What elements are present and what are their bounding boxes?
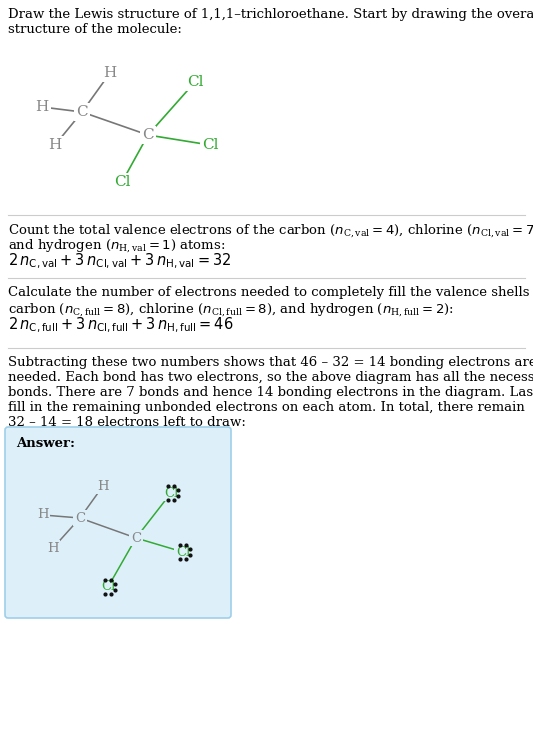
Text: C: C: [76, 105, 88, 119]
Text: Count the total valence electrons of the carbon ($n_{\mathregular{C,val}}=4$), c: Count the total valence electrons of the…: [8, 222, 533, 239]
Text: Cl: Cl: [187, 75, 203, 89]
Text: 32 – 14 = 18 electrons left to draw:: 32 – 14 = 18 electrons left to draw:: [8, 416, 246, 429]
Text: H: H: [47, 542, 59, 554]
Text: Cl: Cl: [114, 175, 130, 189]
Text: fill in the remaining unbonded electrons on each atom. In total, there remain: fill in the remaining unbonded electrons…: [8, 401, 525, 414]
Text: Cl: Cl: [176, 545, 190, 559]
Text: H: H: [97, 479, 109, 492]
Text: C: C: [75, 512, 85, 524]
Text: Answer:: Answer:: [16, 437, 75, 450]
Text: and hydrogen ($n_{\mathregular{H,val}}=1$) atoms:: and hydrogen ($n_{\mathregular{H,val}}=1…: [8, 237, 225, 254]
Text: carbon ($n_{\mathregular{C,full}}=8$), chlorine ($n_{\mathregular{Cl,full}}=8$),: carbon ($n_{\mathregular{C,full}}=8$), c…: [8, 301, 454, 318]
Text: Draw the Lewis structure of 1,1,1–trichloroethane. Start by drawing the overall: Draw the Lewis structure of 1,1,1–trichl…: [8, 8, 533, 21]
Text: H: H: [35, 100, 49, 114]
Text: bonds. There are 7 bonds and hence 14 bonding electrons in the diagram. Lastly,: bonds. There are 7 bonds and hence 14 bo…: [8, 386, 533, 399]
Text: structure of the molecule:: structure of the molecule:: [8, 23, 182, 36]
Text: C: C: [142, 128, 154, 142]
Text: H: H: [103, 66, 117, 80]
Text: Cl: Cl: [101, 580, 115, 593]
Text: needed. Each bond has two electrons, so the above diagram has all the necessary: needed. Each bond has two electrons, so …: [8, 371, 533, 384]
Text: Cl: Cl: [164, 486, 178, 500]
FancyBboxPatch shape: [5, 427, 231, 618]
Text: Subtracting these two numbers shows that 46 – 32 = 14 bonding electrons are: Subtracting these two numbers shows that…: [8, 356, 533, 369]
Text: Calculate the number of electrons needed to completely fill the valence shells f: Calculate the number of electrons needed…: [8, 286, 533, 299]
Text: H: H: [37, 509, 49, 521]
Text: C: C: [131, 532, 141, 545]
Text: $2\,n_{\mathregular{C,val}}+3\,n_{\mathregular{Cl,val}}+3\,n_{\mathregular{H,val: $2\,n_{\mathregular{C,val}}+3\,n_{\mathr…: [8, 252, 231, 272]
Text: H: H: [49, 138, 62, 152]
Text: Cl: Cl: [202, 138, 218, 152]
Text: $2\,n_{\mathregular{C,full}}+3\,n_{\mathregular{Cl,full}}+3\,n_{\mathregular{H,f: $2\,n_{\mathregular{C,full}}+3\,n_{\math…: [8, 316, 233, 335]
